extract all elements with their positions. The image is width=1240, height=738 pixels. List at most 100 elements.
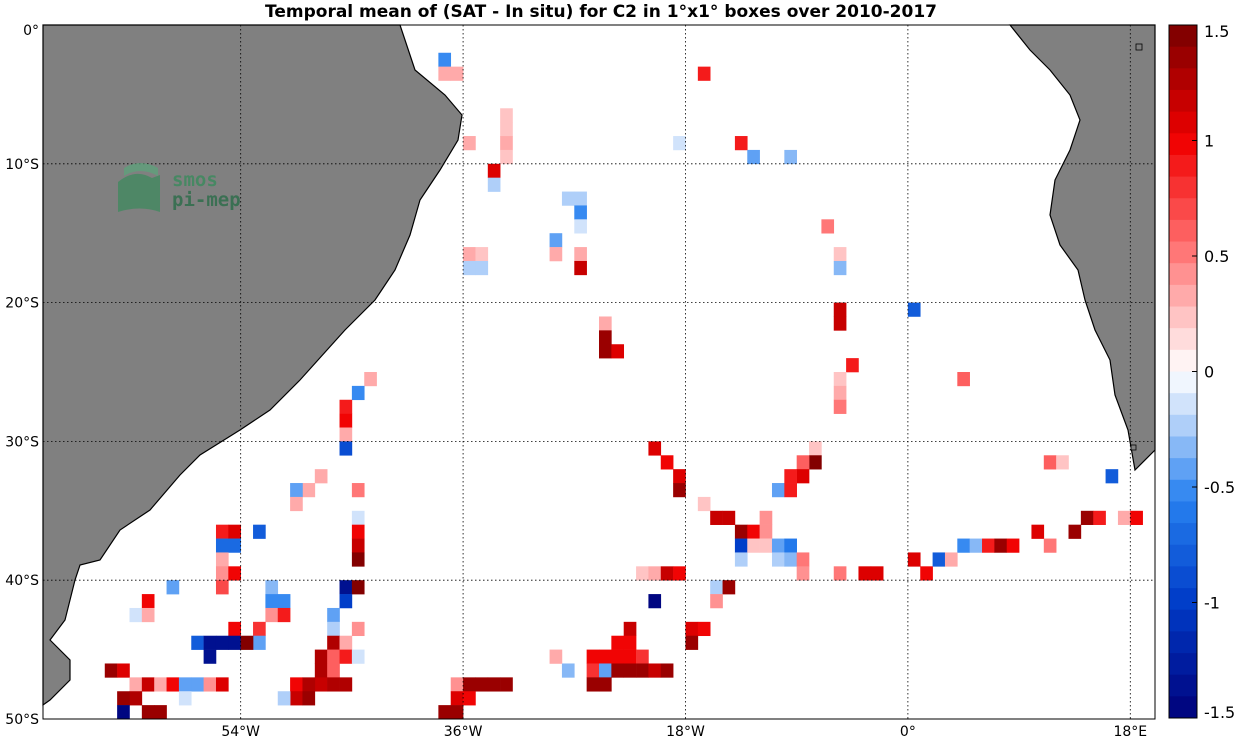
data-cell <box>574 219 587 234</box>
data-cell <box>438 66 452 81</box>
data-cell <box>290 496 303 512</box>
data-cell <box>487 177 501 192</box>
colorbar-segment <box>1169 46 1197 69</box>
data-cell <box>1068 524 1082 539</box>
data-cell <box>660 663 674 678</box>
y-axis: 0° 10°S 20°S 30°S 40°S 50°S <box>5 23 39 728</box>
data-cell <box>771 552 785 567</box>
data-cell <box>710 580 723 595</box>
data-cell <box>339 413 353 428</box>
data-cell <box>611 635 625 650</box>
data-cell <box>203 635 217 650</box>
colorbar-tick-label: 0.5 <box>1204 247 1229 266</box>
data-cell <box>1130 510 1143 525</box>
colorbar-tick-label: -1.5 <box>1204 703 1235 722</box>
colorbar-segment <box>1169 154 1197 177</box>
island-2 <box>1130 444 1137 451</box>
data-cell <box>574 260 587 276</box>
data-cell <box>500 149 513 165</box>
colorbar <box>1168 24 1198 719</box>
colorbar-segment <box>1169 393 1197 416</box>
data-cell <box>141 607 155 623</box>
data-cell <box>438 705 452 720</box>
land-africa <box>1008 24 1156 472</box>
data-cell <box>215 538 229 553</box>
island-1 <box>1135 43 1143 51</box>
data-cell <box>697 496 711 512</box>
logo-text-smos: smos <box>172 169 218 191</box>
chart-title: Temporal mean of (SAT - In situ) for C2 … <box>265 2 937 22</box>
data-cell <box>117 663 130 678</box>
data-cell <box>833 302 847 317</box>
data-cell <box>623 663 637 678</box>
data-cell <box>561 663 575 678</box>
data-cell <box>178 691 192 706</box>
colorbar-segment <box>1169 696 1197 719</box>
data-cell <box>450 691 464 706</box>
data-cell <box>475 677 489 692</box>
data-cell <box>487 163 501 178</box>
data-cell <box>623 649 637 664</box>
colorbar-segment <box>1169 414 1197 437</box>
data-cell <box>302 691 316 706</box>
data-cells <box>104 52 1143 720</box>
data-cell <box>920 566 933 581</box>
data-cell <box>636 566 649 581</box>
data-cell <box>1105 469 1119 484</box>
data-cell <box>932 552 946 567</box>
data-cell <box>500 122 513 137</box>
colorbar-segment <box>1169 284 1197 307</box>
y-tick-label: 10°S <box>5 157 39 173</box>
colorbar-segment <box>1169 588 1197 611</box>
data-cell <box>463 136 476 151</box>
data-cell <box>215 524 229 539</box>
x-axis: 54°W 36°W 18°W 0° 18°E <box>221 724 1147 738</box>
x-tick-label: 36°W <box>444 724 483 738</box>
data-cell <box>648 594 662 609</box>
data-cell <box>215 552 229 567</box>
data-cell <box>722 580 736 595</box>
data-cell <box>586 677 600 692</box>
data-cell <box>327 649 340 664</box>
data-cell <box>599 677 612 692</box>
data-cell <box>487 677 501 692</box>
colorbar-segment <box>1169 674 1197 697</box>
x-tick-label: 0° <box>900 724 916 738</box>
data-cell <box>327 663 340 678</box>
data-cell <box>351 385 365 401</box>
colorbar-segment <box>1169 458 1197 481</box>
data-cell <box>734 552 748 567</box>
x-tick-label: 18°E <box>1113 724 1147 738</box>
data-cell <box>833 260 847 276</box>
data-cell <box>747 538 760 553</box>
data-cell <box>636 663 649 678</box>
data-cell <box>1043 455 1057 470</box>
colorbar-segment <box>1169 89 1197 113</box>
data-cell <box>351 649 365 664</box>
colorbar-segment <box>1169 241 1197 264</box>
data-cell <box>907 302 921 317</box>
data-cell <box>364 372 377 387</box>
data-cell <box>574 205 587 220</box>
data-cell <box>957 372 970 387</box>
colorbar-segment <box>1169 111 1197 134</box>
data-cell <box>215 580 229 595</box>
data-cell <box>994 538 1008 553</box>
data-cell <box>784 469 797 484</box>
data-cell <box>833 566 847 581</box>
data-cell <box>314 677 328 692</box>
data-cell <box>697 621 711 637</box>
data-cell <box>228 621 241 637</box>
colorbar-segment <box>1169 523 1197 546</box>
data-cell <box>228 635 241 650</box>
data-cell <box>809 455 822 470</box>
x-tick-label: 18°W <box>666 724 705 738</box>
data-cell <box>957 538 970 553</box>
data-cell <box>154 705 167 720</box>
data-cell <box>796 455 810 470</box>
data-cell <box>759 510 773 525</box>
data-cell <box>253 524 266 539</box>
data-cell <box>697 66 711 81</box>
data-cell <box>759 524 773 539</box>
data-cell <box>1080 510 1094 525</box>
